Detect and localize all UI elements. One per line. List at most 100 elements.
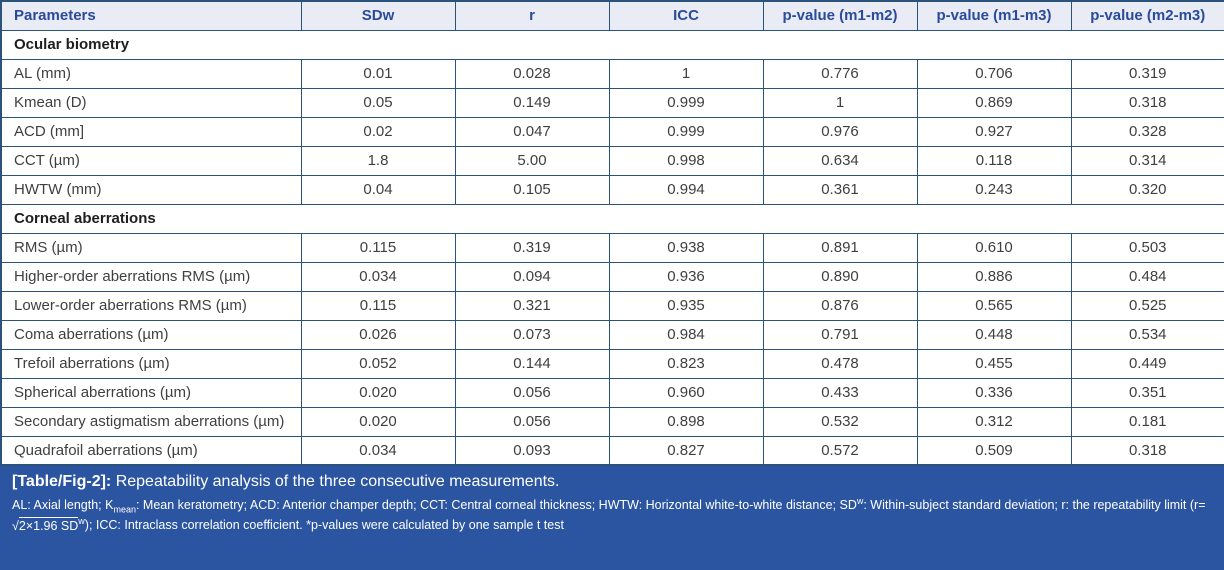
value-cell: 0.827 bbox=[608, 435, 764, 466]
column-header-icc: ICC bbox=[608, 0, 764, 31]
value-cell: 0.776 bbox=[762, 58, 918, 89]
value-cell: 5.00 bbox=[454, 145, 610, 176]
footnote-superscript: w bbox=[78, 516, 85, 527]
footnote-text: : Mean keratometry; ACD: Anterior champe… bbox=[135, 497, 857, 512]
value-cell: 0.791 bbox=[762, 319, 918, 350]
value-cell: 0.321 bbox=[454, 290, 610, 321]
value-cell: 0.052 bbox=[300, 348, 456, 379]
value-cell: 0.115 bbox=[300, 232, 456, 263]
value-cell: 0.509 bbox=[916, 435, 1072, 466]
value-cell: 0.028 bbox=[454, 58, 610, 89]
value-cell: 0.898 bbox=[608, 406, 764, 437]
table-row: ACD (mm] 0.02 0.047 0.999 0.976 0.927 0.328 bbox=[0, 116, 1224, 147]
parameter-cell: Coma aberrations (µm) bbox=[0, 319, 302, 350]
value-cell: 0.503 bbox=[1070, 232, 1224, 263]
parameter-cell: Spherical aberrations (µm) bbox=[0, 377, 302, 408]
value-cell: 0.02 bbox=[300, 116, 456, 147]
value-cell: 0.094 bbox=[454, 261, 610, 292]
value-cell: 0.876 bbox=[762, 290, 918, 321]
value-cell: 0.869 bbox=[916, 87, 1072, 118]
parameter-cell: Kmean (D) bbox=[0, 87, 302, 118]
section-row: Ocular biometry bbox=[0, 29, 1224, 60]
value-cell: 0.01 bbox=[300, 58, 456, 89]
column-header-sdw: SDw bbox=[300, 0, 456, 31]
value-cell: 0.448 bbox=[916, 319, 1072, 350]
table-row: Quadrafoil aberrations (µm) 0.034 0.093 0.8… bbox=[0, 435, 1224, 466]
value-cell: 1 bbox=[762, 87, 918, 118]
table-row: RMS (µm) 0.115 0.319 0.938 0.891 0.610 0.503 bbox=[0, 232, 1224, 263]
value-cell: 0.319 bbox=[1070, 58, 1224, 89]
parameter-cell: RMS (µm) bbox=[0, 232, 302, 263]
value-cell: 0.336 bbox=[916, 377, 1072, 408]
value-cell: 0.960 bbox=[608, 377, 764, 408]
radical-sign: √ bbox=[12, 518, 19, 533]
column-header-p-value-m1-m3: p-value (m1-m3) bbox=[916, 0, 1072, 31]
parameter-cell: Higher-order aberrations RMS (µm) bbox=[0, 261, 302, 292]
footnote-text: ); ICC: Intraclass correlation coefficie… bbox=[84, 518, 564, 533]
column-header-p-value-m1-m2: p-value (m1-m2) bbox=[762, 0, 918, 31]
parameter-cell: AL (mm) bbox=[0, 58, 302, 89]
value-cell: 0.318 bbox=[1070, 435, 1224, 466]
value-cell: 0.484 bbox=[1070, 261, 1224, 292]
value-cell: 0.351 bbox=[1070, 377, 1224, 408]
parameter-cell: Secondary astigmatism aberrations (µm) bbox=[0, 406, 302, 437]
table-caption: [Table/Fig-2]: Repeatability analysis of… bbox=[0, 466, 1224, 570]
column-header-parameters: Parameters bbox=[0, 0, 302, 31]
value-cell: 0.04 bbox=[300, 174, 456, 205]
value-cell: 0.823 bbox=[608, 348, 764, 379]
value-cell: 0.706 bbox=[916, 58, 1072, 89]
value-cell: 0.532 bbox=[762, 406, 918, 437]
value-cell: 0.181 bbox=[1070, 406, 1224, 437]
value-cell: 0.144 bbox=[454, 348, 610, 379]
value-cell: 0.610 bbox=[916, 232, 1072, 263]
table-row: Higher-order aberrations RMS (µm) 0.034 0.… bbox=[0, 261, 1224, 292]
value-cell: 0.938 bbox=[608, 232, 764, 263]
value-cell: 0.998 bbox=[608, 145, 764, 176]
value-cell: 0.314 bbox=[1070, 145, 1224, 176]
table-row: AL (mm) 0.01 0.028 1 0.776 0.706 0.319 bbox=[0, 58, 1224, 89]
repeatability-table: Parameters SDw r ICC p-value (m1-m2) p-value … bbox=[0, 0, 1224, 466]
value-cell: 0.073 bbox=[454, 319, 610, 350]
value-cell: 0.056 bbox=[454, 406, 610, 437]
radicand-text: 2×1.96 SD bbox=[18, 516, 79, 533]
footnote-superscript: w bbox=[856, 495, 864, 506]
footnote-text: AL: Axial length; K bbox=[12, 497, 114, 512]
section-title: Ocular biometry bbox=[0, 29, 1224, 60]
value-cell: 0.056 bbox=[454, 377, 610, 408]
value-cell: 0.118 bbox=[916, 145, 1072, 176]
table-row: Coma aberrations (µm) 0.026 0.073 0.984 0.79… bbox=[0, 319, 1224, 350]
value-cell: 0.026 bbox=[300, 319, 456, 350]
value-cell: 0.890 bbox=[762, 261, 918, 292]
value-cell: 1 bbox=[608, 58, 764, 89]
value-cell: 0.047 bbox=[454, 116, 610, 147]
value-cell: 0.565 bbox=[916, 290, 1072, 321]
value-cell: 0.999 bbox=[608, 87, 764, 118]
value-cell: 0.034 bbox=[300, 435, 456, 466]
parameter-cell: ACD (mm] bbox=[0, 116, 302, 147]
value-cell: 0.05 bbox=[300, 87, 456, 118]
table-row: HWTW (mm) 0.04 0.105 0.994 0.361 0.243 0.320 bbox=[0, 174, 1224, 205]
value-cell: 0.994 bbox=[608, 174, 764, 205]
parameter-cell: CCT (µm) bbox=[0, 145, 302, 176]
value-cell: 0.243 bbox=[916, 174, 1072, 205]
parameter-cell: Trefoil aberrations (µm) bbox=[0, 348, 302, 379]
value-cell: 0.320 bbox=[1070, 174, 1224, 205]
value-cell: 0.886 bbox=[916, 261, 1072, 292]
value-cell: 0.020 bbox=[300, 406, 456, 437]
value-cell: 0.478 bbox=[762, 348, 918, 379]
value-cell: 0.149 bbox=[454, 87, 610, 118]
value-cell: 0.927 bbox=[916, 116, 1072, 147]
table-row: Spherical aberrations (µm) 0.020 0.056 0.96… bbox=[0, 377, 1224, 408]
caption-footnote: AL: Axial length; Kmean: Mean keratometr… bbox=[12, 495, 1212, 535]
value-cell: 0.093 bbox=[454, 435, 610, 466]
table-header-row: Parameters SDw r ICC p-value (m1-m2) p-value … bbox=[0, 0, 1224, 31]
value-cell: 0.449 bbox=[1070, 348, 1224, 379]
value-cell: 0.328 bbox=[1070, 116, 1224, 147]
value-cell: 0.935 bbox=[608, 290, 764, 321]
table-row: Lower-order aberrations RMS (µm) 0.115 0.3… bbox=[0, 290, 1224, 321]
value-cell: 0.525 bbox=[1070, 290, 1224, 321]
table-row: CCT (µm) 1.8 5.00 0.998 0.634 0.118 0.314 bbox=[0, 145, 1224, 176]
value-cell: 0.455 bbox=[916, 348, 1072, 379]
section-title: Corneal aberrations bbox=[0, 203, 1224, 234]
